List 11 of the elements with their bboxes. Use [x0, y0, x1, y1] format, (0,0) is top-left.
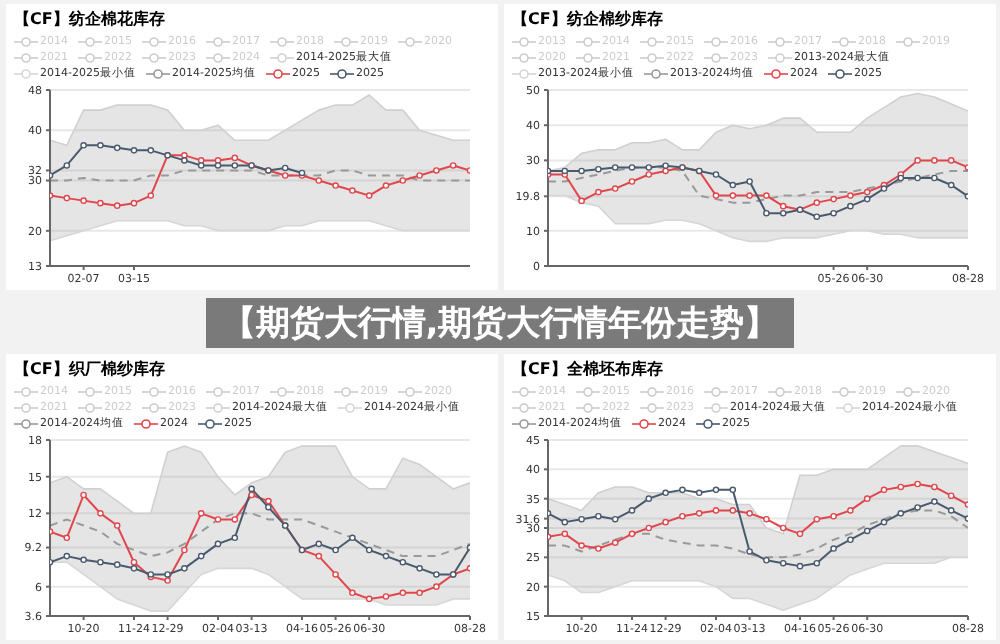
text: 【期货大行情,期货大行情年份走势】 — [205, 297, 795, 347]
chart-title: 【CF】全棉坯布库存 — [510, 358, 665, 382]
line-series — [548, 480, 968, 552]
line-series — [50, 512, 470, 558]
chart-title: 【CF】织厂棉纱库存 — [12, 358, 167, 382]
line-series — [50, 485, 470, 578]
line-series — [548, 157, 968, 213]
line-series — [50, 152, 470, 209]
chart-title: 【CF】纺企棉纱库存 — [510, 8, 665, 32]
chart-title: 【CF】纺企棉花库存 — [12, 8, 167, 32]
line-series — [548, 486, 968, 570]
